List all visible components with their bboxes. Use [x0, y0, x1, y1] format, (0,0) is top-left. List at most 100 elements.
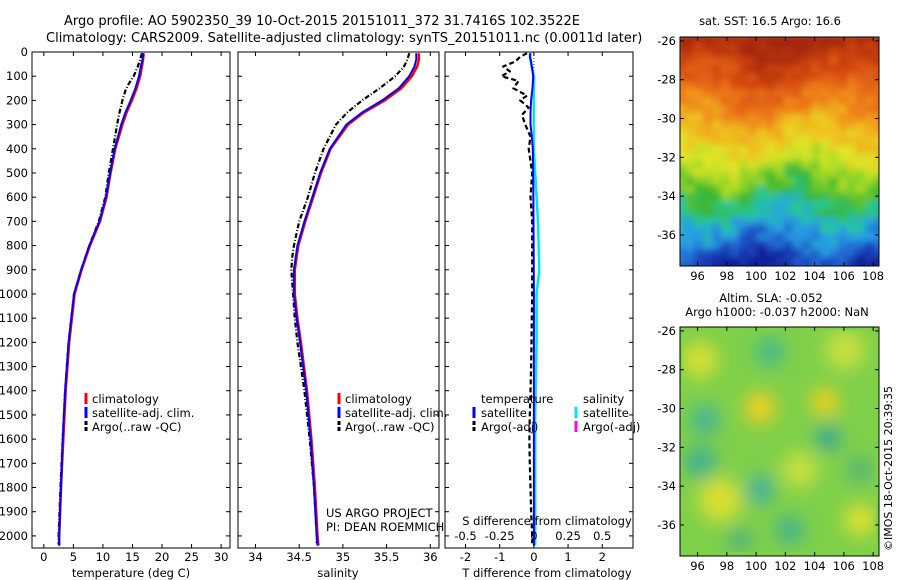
- legend-label-temp-argo: Argo(-adj): [481, 420, 538, 434]
- sst-cell: [793, 97, 803, 106]
- sst-cell: [775, 209, 785, 218]
- sst-cell: [766, 49, 776, 58]
- sst-cell: [730, 129, 740, 138]
- sst-cell: [694, 249, 704, 258]
- sst-cell: [730, 185, 740, 194]
- sst-cell: [856, 57, 866, 66]
- sst-cell: [712, 57, 722, 66]
- sst-cell: [856, 137, 866, 146]
- sst-cell: [820, 73, 830, 82]
- sst-cell: [775, 65, 785, 74]
- sst-cell: [793, 113, 803, 122]
- sst-cell: [838, 97, 848, 106]
- sst-cell: [739, 241, 749, 250]
- sst-cell: [685, 49, 695, 58]
- sla-anomaly-blob: [756, 338, 784, 366]
- sst-cell: [847, 249, 857, 258]
- sst-cell: [811, 81, 821, 90]
- sst-cell: [703, 225, 713, 234]
- sst-cell: [829, 41, 839, 50]
- sst-cell: [680, 129, 686, 138]
- sst-cell: [802, 49, 812, 58]
- sst-cell: [757, 193, 767, 202]
- sst-cell: [703, 153, 713, 162]
- sst-cell: [838, 161, 848, 170]
- sst-cell: [757, 57, 767, 66]
- difference-series: [500, 52, 541, 548]
- sst-cell: [811, 41, 821, 50]
- sst-cell: [802, 241, 812, 250]
- sst-cell: [829, 105, 839, 114]
- sst-cell: [748, 193, 758, 202]
- sst-cell: [811, 49, 821, 58]
- sst-cell: [793, 241, 803, 250]
- sst-cell: [865, 193, 875, 202]
- sst-cell: [748, 49, 758, 58]
- sst-cell: [766, 177, 776, 186]
- depth-tick-label: 1100: [0, 311, 28, 325]
- salinity-series-argo-raw-qc-: [290, 52, 411, 544]
- sst-cell: [694, 121, 704, 130]
- sst-cell: [739, 137, 749, 146]
- depth-tick-label: 1200: [0, 335, 28, 349]
- difference-xtick-label: -1: [494, 550, 505, 564]
- sst-cell: [703, 249, 713, 258]
- project-pi: PI: DEAN ROEMMICH: [326, 520, 444, 534]
- sst-cell: [811, 113, 821, 122]
- sst-cell: [712, 97, 722, 106]
- sst-cell: [784, 193, 794, 202]
- sst-cell: [856, 177, 866, 186]
- sst-cell: [784, 41, 794, 50]
- sst-cell: [694, 185, 704, 194]
- sst-cell: [820, 217, 830, 226]
- sla-anomaly-blob: [811, 388, 839, 416]
- sst-cell: [685, 65, 695, 74]
- temperature-xlabel: temperature (deg C): [72, 566, 190, 580]
- sst-cell: [748, 41, 758, 50]
- sst-cell: [694, 233, 704, 242]
- sst-cell: [856, 193, 866, 202]
- sst-cell: [748, 57, 758, 66]
- sst-cell: [847, 89, 857, 98]
- salinity-xtick-label: 36: [423, 550, 438, 564]
- sst-cell: [856, 65, 866, 74]
- sst-cell: [730, 161, 740, 170]
- sst-cell: [820, 209, 830, 218]
- sst-cell: [703, 49, 713, 58]
- sst-cell: [856, 73, 866, 82]
- sst-cell: [811, 121, 821, 130]
- difference-xtick-label: 2: [599, 550, 606, 564]
- sst-cell: [865, 89, 875, 98]
- sst-cell: [739, 201, 749, 210]
- project-name: US ARGO PROJECT: [326, 506, 434, 520]
- sst-cell: [703, 89, 713, 98]
- sst-cell: [865, 129, 875, 138]
- sla-anomaly-blob: [825, 330, 865, 370]
- sst-cell: [712, 41, 722, 50]
- sst-cell: [793, 49, 803, 58]
- sst-cell: [874, 169, 879, 178]
- sst-cell: [766, 105, 776, 114]
- map-xtick-label: 96: [690, 559, 705, 573]
- sst-cell: [784, 201, 794, 210]
- sst-cell: [793, 153, 803, 162]
- sst-cell: [847, 49, 857, 58]
- sst-cell: [775, 145, 785, 154]
- sst-cell: [865, 41, 875, 50]
- map-xtick-label: 104: [804, 269, 826, 283]
- sst-cell: [775, 49, 785, 58]
- map-ytick-label: -26: [657, 324, 676, 338]
- sst-cell: [838, 81, 848, 90]
- legend-label-climatology: climatology: [345, 392, 412, 406]
- sst-cell: [775, 225, 785, 234]
- sst-cell: [820, 49, 830, 58]
- sst-cell: [811, 185, 821, 194]
- map-xtick-label: 102: [774, 559, 796, 573]
- sst-cell: [703, 121, 713, 130]
- sst-cell: [883, 201, 893, 210]
- sst-cell: [757, 153, 767, 162]
- sst-cell: [680, 73, 686, 82]
- sst-cell: [685, 73, 695, 82]
- sst-cell: [685, 37, 695, 42]
- sst-cell: [829, 37, 839, 42]
